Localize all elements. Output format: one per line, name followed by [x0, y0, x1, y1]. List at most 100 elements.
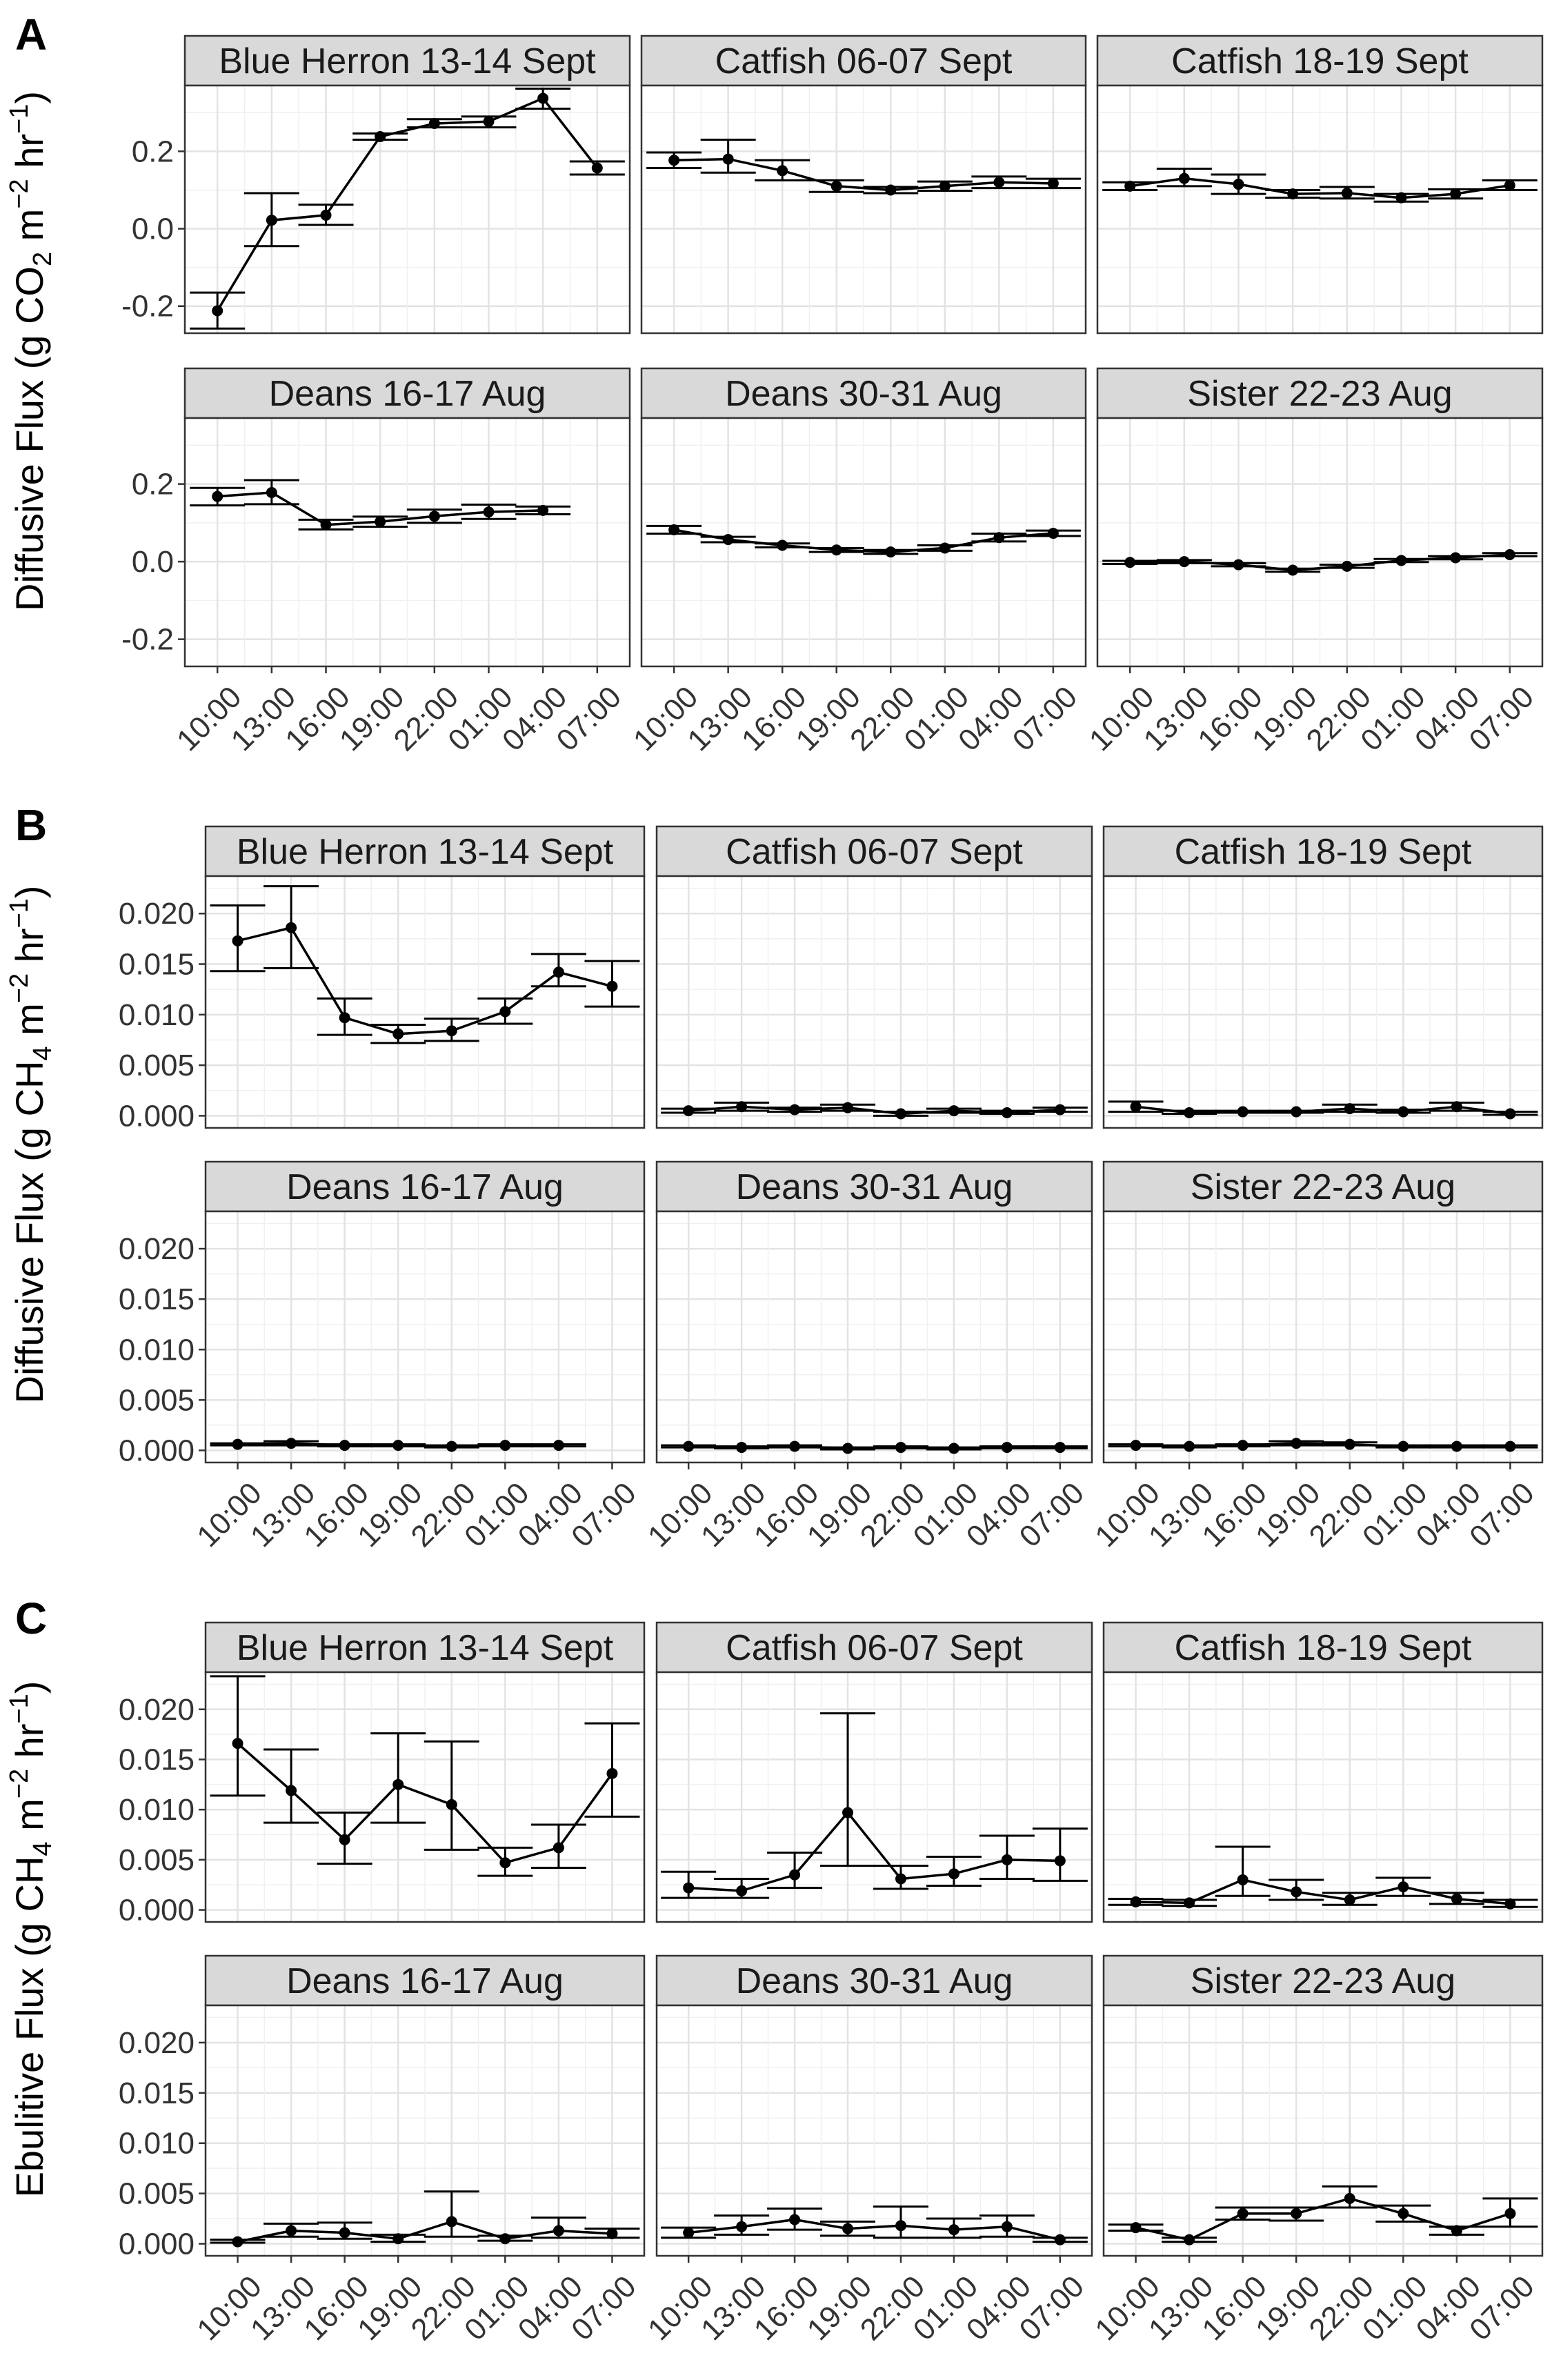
facet-strip [183, 367, 631, 419]
data-point [895, 2220, 906, 2232]
panel-border [183, 417, 631, 668]
y-tick-label: 0.010 [119, 1793, 195, 1827]
data-point [683, 1882, 695, 1894]
data-point [232, 1738, 243, 1749]
data-point [789, 1440, 801, 1452]
panel-letter-c: C [15, 1594, 47, 1643]
data-point [1451, 1101, 1462, 1113]
data-point [499, 2233, 511, 2245]
data-point [1233, 179, 1244, 190]
panel-border [640, 417, 1087, 668]
facet-a-2: Catfish 18-19 Sept [1096, 34, 1544, 335]
series-line [237, 2220, 613, 2243]
y-tick-label: 0.2 [132, 468, 174, 502]
facet-title: Catfish 06-07 Sept [726, 832, 1023, 872]
data-point [1504, 179, 1515, 191]
facet-a-0: Blue Herron 13-14 Sept -0.2 0.0 0.2 [121, 34, 631, 335]
data-point [392, 1778, 404, 1790]
data-point [1124, 557, 1136, 568]
error-bar [424, 2190, 479, 2238]
data-point [1124, 180, 1136, 192]
data-point [939, 542, 951, 554]
data-point [948, 1105, 959, 1117]
y-tick-label: 0.020 [119, 2026, 195, 2060]
data-point [1178, 172, 1190, 184]
data-point [339, 2227, 350, 2239]
series-line [237, 1742, 613, 1865]
series-line [674, 157, 1053, 192]
x-tick-label: 07:00 [1463, 680, 1541, 758]
data-point [1397, 1440, 1409, 1452]
facet-c-2: Catfish 18-19 Sept [1102, 1621, 1544, 1923]
data-point [1054, 2234, 1066, 2245]
data-point [842, 1807, 854, 1818]
data-point [339, 1012, 350, 1024]
facet-title: Catfish 06-07 Sept [715, 41, 1013, 81]
facet-strip [183, 34, 631, 87]
y-tick-label: 0.015 [119, 1282, 195, 1316]
data-point [1451, 1440, 1462, 1452]
panel-border [1096, 84, 1544, 335]
data-point [842, 1102, 854, 1113]
y-tick-label: 0.010 [119, 998, 195, 1032]
data-point [266, 487, 277, 498]
facet-c-5: Sister 22-23 Aug10:0013:0016:0019:0022:0… [1088, 1954, 1544, 2347]
data-point [606, 1767, 618, 1779]
y-tick-label: 0.010 [119, 1333, 195, 1367]
facet-strip [1102, 1621, 1544, 1674]
data-point [1504, 549, 1515, 560]
data-point [789, 1104, 801, 1115]
series-line [688, 1810, 1060, 1892]
data-point [375, 131, 386, 143]
data-point [789, 2214, 801, 2225]
chart-block-c: C Ebulitive Flux (g CH4 m−2 hr−1) Blue Her… [5, 1594, 1544, 2347]
data-point [1233, 559, 1244, 571]
error-bar [210, 1675, 266, 1797]
y-tick-label: 0.015 [119, 2076, 195, 2110]
data-point [286, 1785, 297, 1796]
error-bar [820, 1712, 876, 1867]
series-line [688, 2218, 1061, 2241]
facet-a-1: Catfish 06-07 Sept [640, 34, 1087, 335]
data-point [1504, 1440, 1516, 1452]
facet-strip [204, 1160, 646, 1213]
data-point [1291, 1438, 1302, 1449]
data-point [1504, 2208, 1516, 2219]
data-point [446, 1798, 457, 1810]
facet-title: Blue Herron 13-14 Sept [219, 41, 596, 81]
data-point [375, 516, 386, 528]
data-point [1001, 2221, 1013, 2232]
facet-title: Deans 16-17 Aug [286, 1167, 564, 1207]
data-point [606, 980, 618, 992]
y-tick-label: 0.0 [132, 545, 174, 579]
facet-c-3: Deans 16-17 Aug 0.000 0.005 0.010 0.015 0.020… [119, 1954, 646, 2347]
data-point [895, 1442, 906, 1454]
data-point [948, 2224, 959, 2236]
data-point [212, 305, 223, 317]
panel-border [204, 1210, 646, 1464]
data-point [1184, 1440, 1195, 1452]
data-point [286, 1438, 297, 1449]
y-tick-label: -0.2 [121, 290, 174, 324]
panel-border [1102, 1671, 1544, 1923]
y-tick-label: 0.020 [119, 1232, 195, 1266]
facet-a-3: Deans 16-17 Aug-0.20.00.210:0013:0016:00… [121, 367, 631, 757]
panel-border [655, 2004, 1093, 2257]
data-point [885, 546, 897, 558]
data-point [1450, 188, 1462, 200]
data-point [668, 155, 680, 166]
data-point [483, 116, 495, 128]
error-bar [1215, 1845, 1271, 1897]
y-tick-label: 0.000 [119, 2228, 195, 2261]
data-point [1451, 1893, 1462, 1905]
facet-strip [204, 825, 646, 877]
panel-border [1102, 2004, 1544, 2257]
facet-c-4: Deans 30-31 Aug10:0013:0016:0019:0022:00… [641, 1954, 1093, 2347]
facet-strip [640, 367, 1087, 419]
data-point [1344, 1894, 1355, 1906]
data-point [895, 1108, 906, 1120]
data-point [1054, 1442, 1066, 1454]
data-point [1397, 2208, 1409, 2219]
facet-title: Deans 30-31 Aug [736, 1961, 1013, 2001]
data-point [232, 935, 243, 946]
